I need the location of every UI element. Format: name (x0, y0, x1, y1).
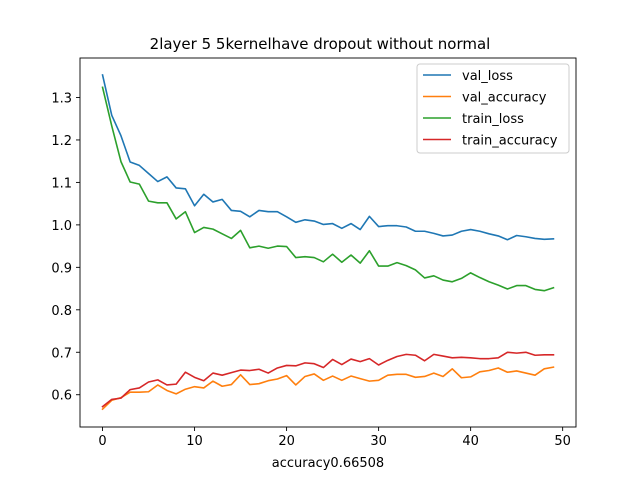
y-tick-label: 0.6 (51, 389, 72, 404)
y-tick-label: 0.8 (51, 304, 72, 319)
legend-label-train-loss: train_loss (462, 112, 524, 127)
legend-label-train-accuracy: train_accuracy (462, 134, 558, 149)
x-tick-label: 0 (98, 434, 106, 449)
y-tick-label: 1.0 (51, 219, 72, 234)
chart-title: 2layer 5 5kernelhave dropout without nor… (150, 35, 491, 53)
x-tick-label: 50 (554, 434, 571, 449)
y-tick-label: 1.1 (51, 176, 72, 191)
legend-label-val-accuracy: val_accuracy (462, 91, 547, 106)
legend: val_loss val_accuracy train_loss train_accu… (417, 64, 569, 153)
y-tick-label: 0.7 (51, 346, 72, 361)
y-tick-label: 1.2 (51, 134, 72, 149)
x-tick-label: 30 (370, 434, 387, 449)
legend-label-val-loss: val_loss (462, 69, 513, 84)
x-tick-label: 10 (186, 434, 203, 449)
x-tick-label: 40 (462, 434, 479, 449)
x-tick-label: 20 (278, 434, 295, 449)
y-tick-label: 1.3 (51, 91, 72, 106)
x-axis-label: accuracy0.66508 (272, 456, 384, 471)
y-tick-label: 0.9 (51, 261, 72, 276)
